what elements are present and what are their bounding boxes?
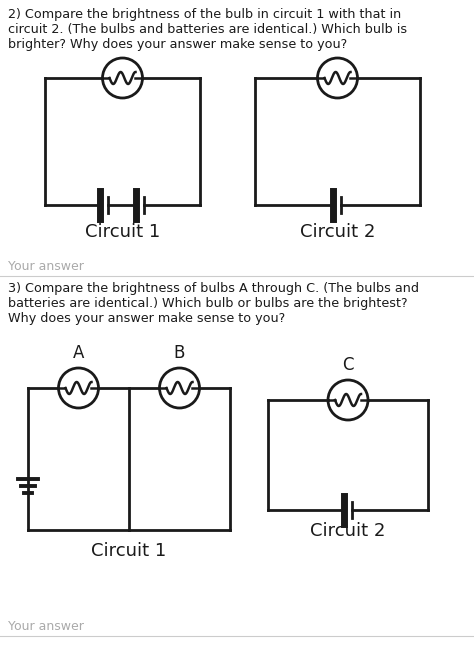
Text: 2) Compare the brightness of the bulb in circuit 1 with that in
circuit 2. (The : 2) Compare the brightness of the bulb in…: [8, 8, 407, 51]
Text: Circuit 1: Circuit 1: [91, 542, 167, 560]
Text: Circuit 2: Circuit 2: [300, 223, 375, 241]
Text: Circuit 2: Circuit 2: [310, 522, 386, 540]
Text: Your answer: Your answer: [8, 260, 84, 273]
Text: C: C: [342, 356, 354, 374]
Text: 3) Compare the brightness of bulbs A through C. (The bulbs and
batteries are ide: 3) Compare the brightness of bulbs A thr…: [8, 282, 419, 325]
Text: Circuit 1: Circuit 1: [85, 223, 160, 241]
Text: B: B: [174, 344, 185, 362]
Text: A: A: [73, 344, 84, 362]
Text: Your answer: Your answer: [8, 620, 84, 633]
